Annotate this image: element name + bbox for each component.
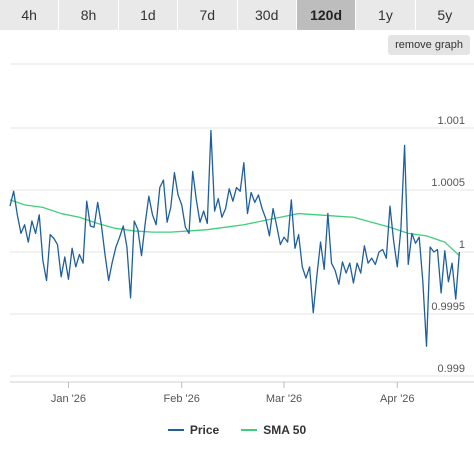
y-tick-label: 0.9995 <box>431 301 465 313</box>
y-tick-label: 1.0005 <box>431 177 465 189</box>
x-tick-label: Apr '26 <box>380 393 415 405</box>
range-tabs: 4h 8h 1d 7d 30d 120d 1y 5y <box>0 0 474 30</box>
legend-label-sma-50: SMA 50 <box>263 423 307 437</box>
tab-8h[interactable]: 8h <box>59 0 119 30</box>
tab-1d[interactable]: 1d <box>118 0 179 30</box>
legend-item-price[interactable]: Price <box>167 423 220 437</box>
grid-lines <box>10 63 474 377</box>
series-line-price <box>9 129 461 347</box>
y-axis-ticks: 1.001 1.0005 1 0.9995 0.999 <box>431 115 465 375</box>
x-axis-ticks: Jan '26 Feb '26 Mar '26 Apr '26 <box>51 382 415 405</box>
legend-swatch-sma-50 <box>241 429 258 431</box>
legend-item-sma-50[interactable]: SMA 50 <box>241 423 306 437</box>
remove-graph-button[interactable]: remove graph <box>388 35 470 55</box>
series-lines <box>9 129 461 347</box>
legend-label-price: Price <box>189 423 220 437</box>
x-tick-label: Jan '26 <box>51 393 86 405</box>
tab-5y[interactable]: 5y <box>415 0 474 30</box>
tab-120d[interactable]: 120d <box>296 0 357 30</box>
chart-legend: Price SMA 50 <box>0 420 474 440</box>
price-chart: Jan '26 Feb '26 Mar '26 Apr '26 1.001 1.0005… <box>9 63 474 405</box>
x-tick-label: Feb '26 <box>164 393 200 405</box>
tab-4h[interactable]: 4h <box>0 0 60 30</box>
tab-30d[interactable]: 30d <box>237 0 297 30</box>
tab-7d[interactable]: 7d <box>178 0 238 30</box>
y-tick-label: 1 <box>459 239 465 251</box>
series-line-sma-50 <box>9 199 460 257</box>
y-tick-label: 1.001 <box>437 115 465 127</box>
y-tick-label: 0.999 <box>437 363 465 375</box>
tab-1y[interactable]: 1y <box>356 0 416 30</box>
legend-swatch-price <box>167 429 184 431</box>
x-tick-label: Mar '26 <box>266 393 302 405</box>
